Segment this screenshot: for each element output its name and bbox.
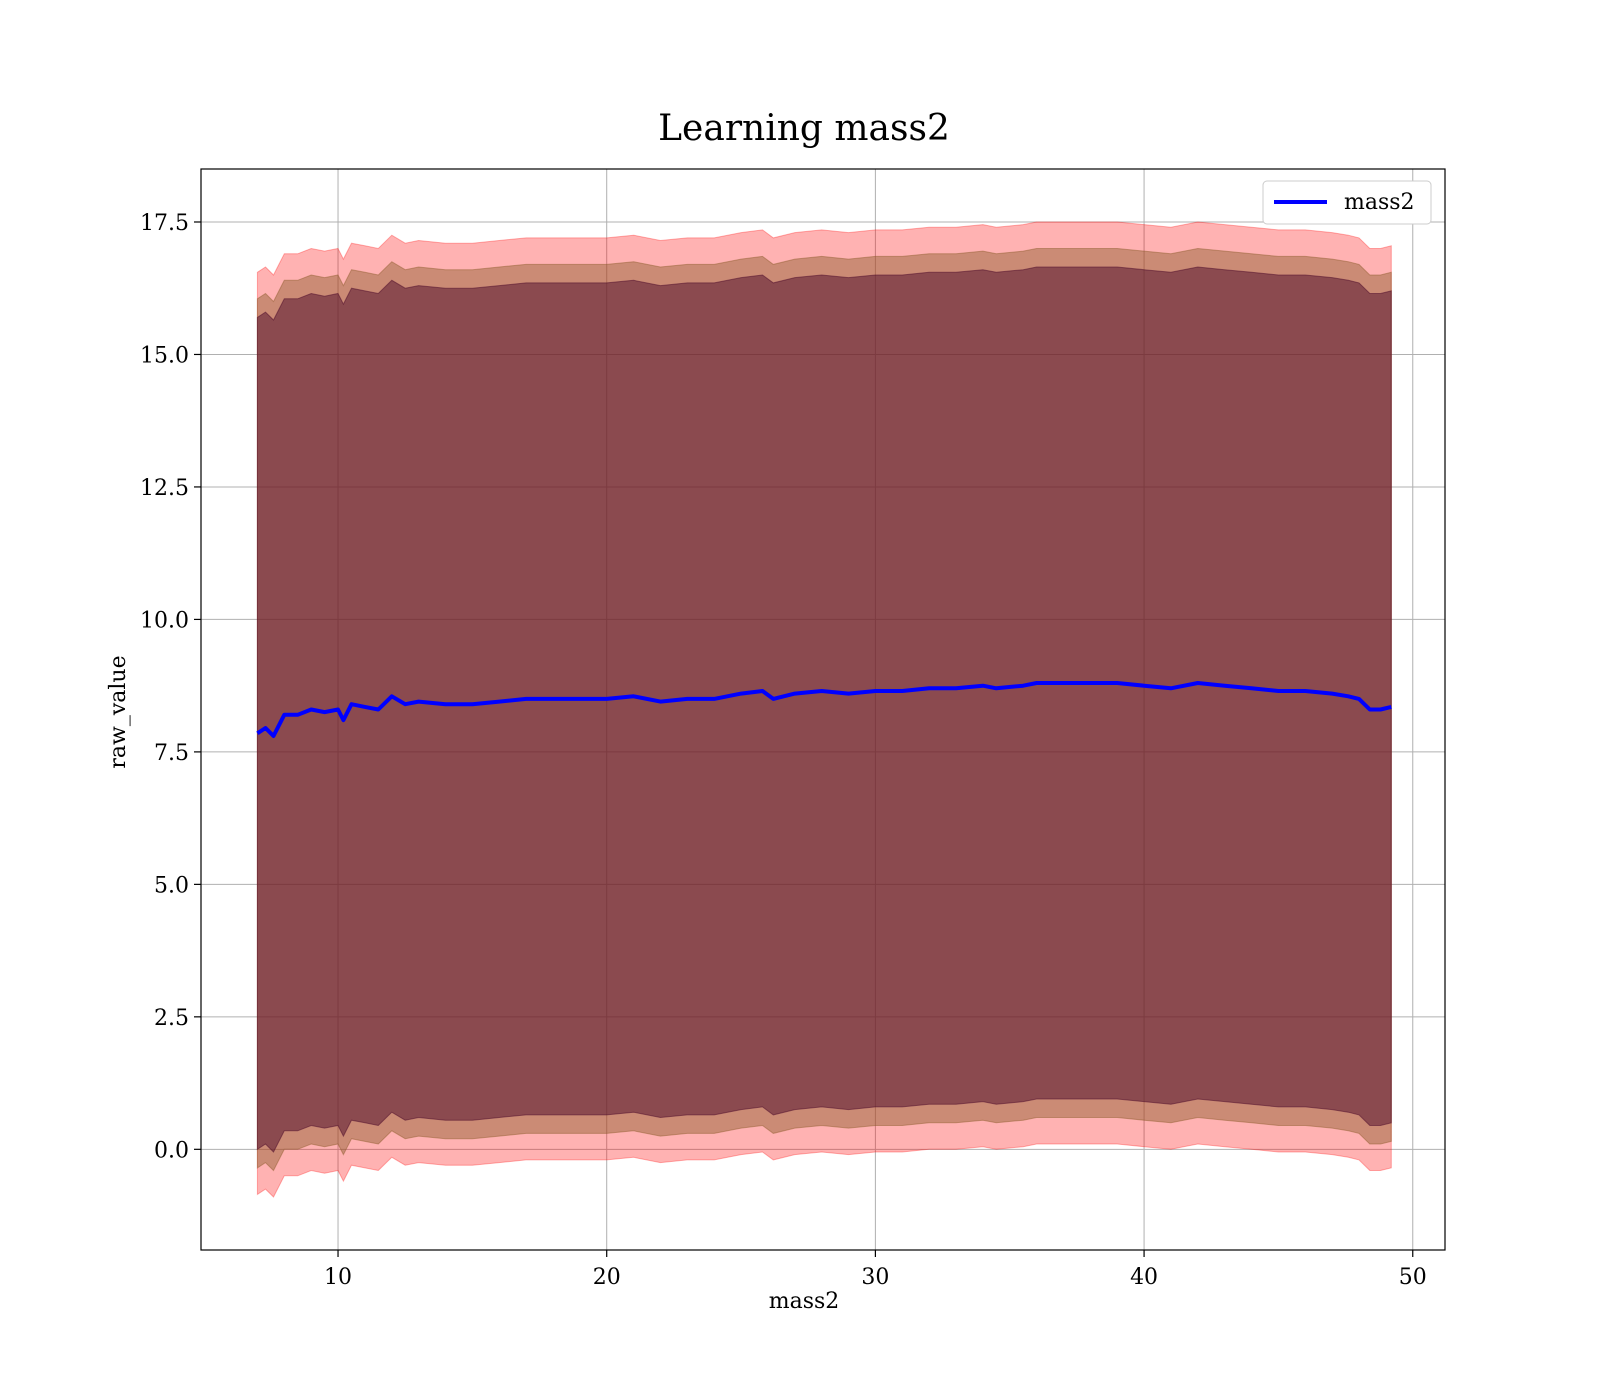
- confidence-band-inner: [256, 266, 1392, 1153]
- y-tick-label-6: 15.0: [140, 343, 189, 368]
- x-axis-label: mass2: [769, 1289, 840, 1314]
- y-tick-label-4: 10.0: [140, 608, 189, 633]
- x-tick-label-0: 10: [324, 1265, 352, 1290]
- plot-area: 10 20 30 40 50 0.0 2.5 5.0 7.5 10.0 12.5 15.0 17.5: [140, 168, 1446, 1290]
- x-tick-label-4: 50: [1399, 1265, 1427, 1290]
- legend-label-mass2: mass2: [1344, 190, 1415, 215]
- y-axis-label: raw_value: [106, 655, 131, 768]
- x-tick-label-1: 20: [593, 1265, 621, 1290]
- series-line-mass2: [256, 681, 1392, 738]
- y-tick-label-3: 7.5: [154, 741, 189, 766]
- y-tick-label-0: 0.0: [154, 1138, 189, 1163]
- y-tick-label-5: 12.5: [140, 476, 189, 501]
- legend-box: [1262, 180, 1432, 225]
- plot-frame: [200, 168, 1446, 1251]
- y-tick-label-1: 2.5: [154, 1006, 189, 1031]
- x-tick-label-2: 30: [861, 1265, 889, 1290]
- legend: mass2: [1262, 180, 1432, 225]
- chart-title: Learning mass2: [658, 108, 950, 149]
- x-tick-label-3: 40: [1130, 1265, 1158, 1290]
- y-tick-label-2: 5.0: [154, 873, 189, 898]
- y-tick-label-7: 17.5: [140, 211, 189, 236]
